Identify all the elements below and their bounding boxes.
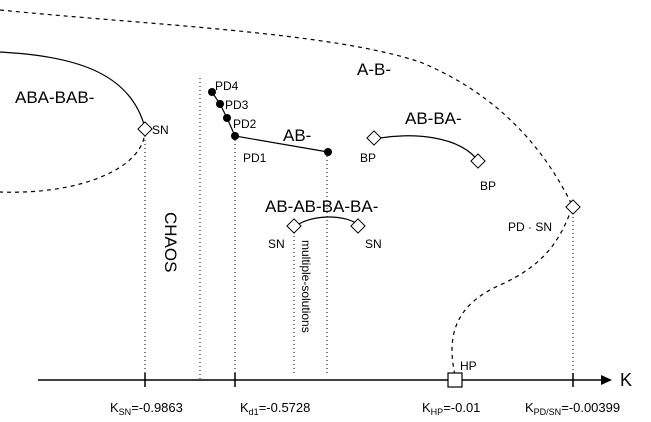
abab-baba-branch — [295, 216, 361, 227]
tick-k-hp-sym: K — [422, 400, 431, 415]
pd2-point — [223, 114, 231, 122]
tick-k-d1-val: =-0.5728 — [259, 400, 311, 415]
label-a-b: A-B- — [357, 60, 391, 79]
bp-diamond-right — [470, 153, 486, 169]
sn-diamond-aba — [137, 121, 153, 137]
label-ab: AB- — [283, 126, 311, 145]
label-k-axis: K — [620, 370, 632, 390]
label-pd3: PD3 — [225, 98, 249, 112]
pd1-point — [231, 132, 239, 140]
tick-k-sn-sub: SN — [119, 407, 132, 417]
label-chaos: CHAOS — [161, 212, 180, 272]
hp-square — [447, 372, 463, 388]
label-pd4: PD4 — [215, 79, 239, 93]
tick-k-d1-sub: d1 — [249, 407, 259, 417]
label-bp-right: BP — [480, 179, 496, 193]
label-pd-sn: PD · SN — [508, 220, 552, 234]
tick-label-k-hp: KHP=-0.01 — [422, 400, 480, 417]
ab-ba-branch — [374, 135, 480, 163]
a-b-branch-top — [0, 9, 573, 206]
label-pd2: PD2 — [233, 117, 257, 131]
k-axis-arrow — [601, 375, 612, 385]
tick-k-hp-sub: HP — [431, 407, 444, 417]
tick-label-k-d1: Kd1=-0.5728 — [240, 400, 310, 417]
label-bp-left: BP — [360, 151, 376, 165]
tick-label-k-sn: KSN=-0.9863 — [110, 400, 183, 417]
label-hp: HP — [460, 359, 477, 373]
tick-k-sn-sym: K — [110, 400, 119, 415]
pd3-point — [216, 100, 224, 108]
pd4-point — [208, 88, 216, 96]
tick-k-sn-val: =-0.9863 — [131, 400, 183, 415]
aba-bab-branch-solid — [0, 51, 146, 129]
label-sn-aba: SN — [152, 123, 169, 137]
tick-k-pdsn-val: =-0.00399 — [561, 400, 620, 415]
label-sn-left: SN — [268, 237, 285, 251]
label-abab-baba: AB-AB-BA-BA- — [265, 197, 378, 216]
ab-end-point — [324, 148, 332, 156]
aba-bab-branch-dashed — [0, 129, 146, 193]
tick-k-d1-sym: K — [240, 400, 249, 415]
label-ab-ba: AB-BA- — [405, 109, 462, 128]
label-aba-bab: ABA-BAB- — [15, 88, 94, 107]
label-multiple-solutions: multiple-solutions — [299, 240, 313, 333]
tick-k-hp-val: =-0.01 — [443, 400, 480, 415]
bp-diamond-left — [366, 130, 382, 146]
label-pd1: PD1 — [243, 151, 267, 165]
tick-k-pdsn-sub: PD/SN — [534, 407, 562, 417]
tick-label-k-pdsn: KPD/SN=-0.00399 — [525, 400, 620, 417]
tick-k-pdsn-sym: K — [525, 400, 534, 415]
sn-diamond-left — [286, 218, 302, 234]
sn-diamond-right — [350, 218, 366, 234]
pd-sn-diamond — [565, 199, 581, 215]
label-sn-right: SN — [365, 237, 382, 251]
